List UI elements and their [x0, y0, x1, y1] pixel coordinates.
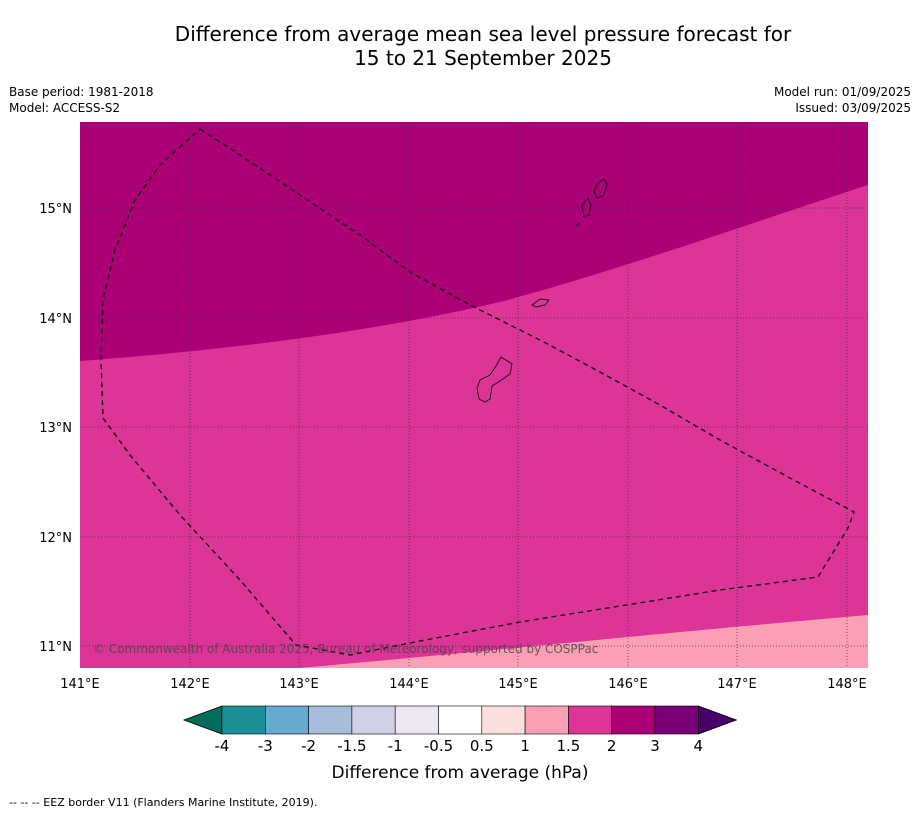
lat-tick-13: 13°N — [39, 421, 72, 436]
colorbar-segment — [394, 705, 439, 735]
colorbar-segment — [351, 705, 396, 735]
eez-border — [100, 128, 855, 656]
colorbar-tick-label: 4 — [694, 737, 704, 755]
title-line-2: 15 to 21 September 2025 — [354, 46, 612, 70]
colorbar-segment — [568, 705, 613, 735]
lon-tick-142: 142°E — [170, 677, 210, 692]
rota-island — [531, 298, 550, 308]
colorbar-segment — [221, 705, 266, 735]
saipan-island — [593, 178, 608, 199]
colorbar-tick-label: 0.5 — [470, 737, 494, 755]
chart-title: Difference from average mean sea level p… — [0, 22, 919, 70]
colorbar-tick-label: 2 — [607, 737, 617, 755]
colorbar-segment — [611, 705, 656, 735]
colorbar-tick-label: 3 — [650, 737, 660, 755]
band-2-3 — [80, 122, 868, 361]
lon-tick-144: 144°E — [389, 677, 429, 692]
lat-tick-15: 15°N — [39, 202, 72, 217]
colorbar-extend-low — [182, 705, 223, 735]
model-name: Model: ACCESS-S2 — [9, 101, 121, 115]
lon-tick-145: 145°E — [498, 677, 538, 692]
issued-date: Issued: 03/09/2025 — [795, 101, 911, 115]
band-1-1.5 — [300, 615, 868, 668]
islands — [476, 178, 608, 403]
colorbar-tick-label: 1 — [520, 737, 530, 755]
latitude-ticks: 15°N 14°N 13°N 12°N 11°N — [39, 202, 72, 655]
lat-tick-11: 11°N — [39, 640, 72, 655]
eez-legend-note: -- -- -- EEZ border V11 (Flanders Marine… — [9, 796, 318, 809]
longitude-ticks: 141°E 142°E 143°E 144°E 145°E 146°E 147°… — [60, 677, 867, 692]
copyright-notice: © Commonwealth of Australia 2025, Bureau… — [93, 642, 598, 656]
colorbar-tick-label: -1 — [388, 737, 403, 755]
colorbar-segment — [264, 705, 309, 735]
colorbar-segment — [654, 705, 699, 735]
colorbar-tick-label: -4 — [215, 737, 230, 755]
tinian-island — [581, 197, 592, 218]
colorbar-tick-label: -3 — [258, 737, 273, 755]
title-line-1: Difference from average mean sea level p… — [174, 22, 792, 46]
colorbar: -4 -3 -2 -1.5 -1 -0.5 0.5 1 1.5 2 3 4 — [182, 705, 738, 755]
colorbar-title: Difference from average (hPa) — [332, 763, 589, 783]
base-period: Base period: 1981-2018 — [9, 85, 154, 99]
colorbar-tick-label: -0.5 — [424, 737, 453, 755]
colorbar-extend-high — [697, 705, 738, 735]
lon-tick-143: 143°E — [279, 677, 319, 692]
meta-right: Model run: 01/09/2025 Issued: 03/09/2025 — [774, 84, 911, 116]
lat-tick-14: 14°N — [39, 312, 72, 327]
colorbar-segment — [481, 705, 526, 735]
guam-island — [476, 356, 513, 403]
meta-left: Base period: 1981-2018 Model: ACCESS-S2 — [9, 84, 154, 116]
colorbar-segment — [438, 705, 483, 735]
colorbar-tick-label: -2 — [301, 737, 316, 755]
colorbar-tick-label: 1.5 — [556, 737, 580, 755]
colorbar-segment — [524, 705, 569, 735]
lat-tick-12: 12°N — [39, 531, 72, 546]
lon-tick-146: 146°E — [608, 677, 648, 692]
lon-tick-141: 141°E — [60, 677, 100, 692]
gridlines — [80, 122, 868, 668]
colorbar-segment — [308, 705, 353, 735]
aguijan-island — [575, 222, 581, 227]
model-run: Model run: 01/09/2025 — [773, 85, 911, 99]
lon-tick-147: 147°E — [717, 677, 757, 692]
lon-tick-148: 148°E — [827, 677, 867, 692]
colorbar-tick-label: -1.5 — [337, 737, 366, 755]
